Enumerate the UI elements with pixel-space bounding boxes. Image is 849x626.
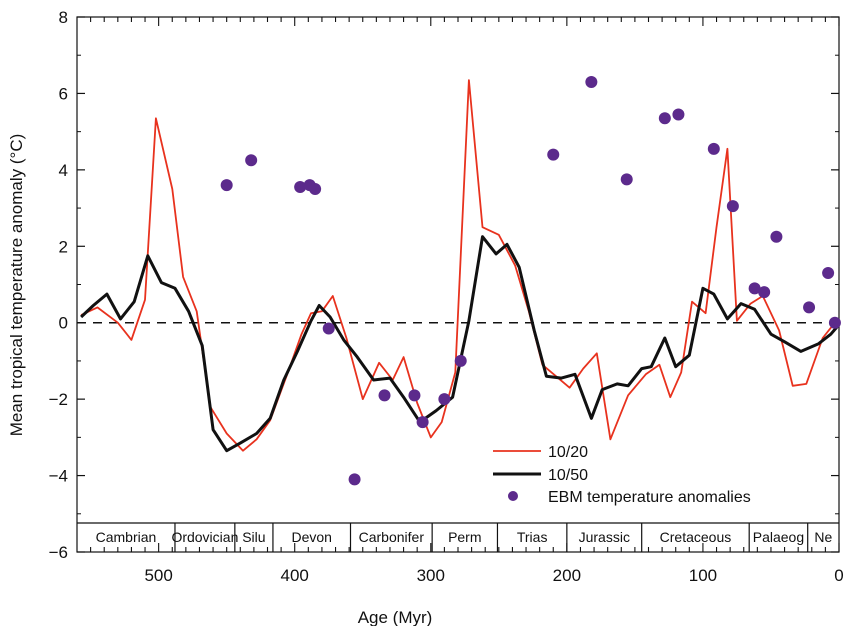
- ebm-point: [707, 142, 720, 155]
- y-tick-label: −2: [49, 390, 68, 409]
- ebm-point: [748, 282, 761, 295]
- period-label: Cambrian: [96, 529, 157, 545]
- period-label: Jurassic: [579, 529, 630, 545]
- y-tick-label: −6: [49, 543, 68, 562]
- ebm-point: [758, 286, 771, 299]
- series-layer: [80, 75, 841, 486]
- x-tick-label: 0: [834, 566, 843, 585]
- geologic-period-band: Cambrian Ordovician Silu Devon Carbonifer Per…: [77, 522, 839, 552]
- y-axis-ticks: 8 6 4 2 0 −2 −4 −6: [49, 8, 839, 562]
- legend-label: 10/20: [548, 444, 588, 461]
- period-label: Palaeog: [753, 529, 804, 545]
- ebm-point: [658, 112, 671, 125]
- y-tick-label: −4: [49, 467, 68, 486]
- x-axis-ticks: 500 400 300 200 100 0: [90, 17, 844, 585]
- ebm-point: [585, 75, 598, 88]
- ebm-point: [822, 267, 835, 280]
- legend: 10/20 10/50 EBM temperature anomalies: [493, 444, 751, 506]
- legend-label: EBM temperature anomalies: [548, 489, 751, 506]
- ebm-point: [770, 230, 783, 243]
- series-line-10-50: [80, 235, 841, 453]
- ebm-point: [348, 473, 361, 486]
- period-label: Silu: [242, 529, 265, 545]
- ebm-point: [803, 301, 816, 314]
- plot-frame: [76, 16, 840, 553]
- legend-label: 10/50: [548, 467, 588, 484]
- ebm-point: [294, 181, 307, 194]
- y-tick-label: 6: [59, 84, 68, 103]
- series-line-10-20: [80, 79, 836, 452]
- ebm-point: [378, 389, 391, 402]
- x-tick-label: 200: [553, 566, 581, 585]
- x-tick-label: 400: [281, 566, 309, 585]
- x-tick-label: 300: [417, 566, 445, 585]
- y-tick-label: 0: [59, 314, 68, 333]
- y-axis-title: Mean tropical temperature anomaly (°C): [7, 134, 26, 437]
- ebm-point: [620, 173, 633, 186]
- period-label: Ne: [814, 529, 832, 545]
- legend-swatch-dot: [508, 491, 518, 501]
- ebm-point: [416, 416, 429, 429]
- ebm-point: [454, 354, 467, 367]
- ebm-point: [408, 389, 421, 402]
- x-tick-label: 500: [144, 566, 172, 585]
- ebm-point: [828, 316, 841, 329]
- period-label: Cretaceous: [660, 529, 732, 545]
- y-tick-label: 2: [59, 237, 68, 256]
- ebm-point: [547, 148, 560, 161]
- ebm-point: [672, 108, 685, 121]
- y-tick-label: 8: [59, 8, 68, 27]
- period-label: Devon: [291, 529, 331, 545]
- x-tick-label: 100: [689, 566, 717, 585]
- y-tick-label: 4: [59, 161, 68, 180]
- period-label: Carbonifer: [359, 529, 425, 545]
- period-label: Trias: [517, 529, 548, 545]
- ebm-point: [220, 179, 233, 192]
- ebm-point: [245, 154, 258, 167]
- ebm-point: [309, 182, 322, 195]
- period-label: Ordovician: [171, 529, 238, 545]
- ebm-point: [322, 322, 335, 335]
- x-axis-title: Age (Myr): [358, 608, 433, 626]
- period-label: Perm: [448, 529, 481, 545]
- ebm-point: [726, 200, 739, 213]
- ebm-point: [438, 393, 451, 406]
